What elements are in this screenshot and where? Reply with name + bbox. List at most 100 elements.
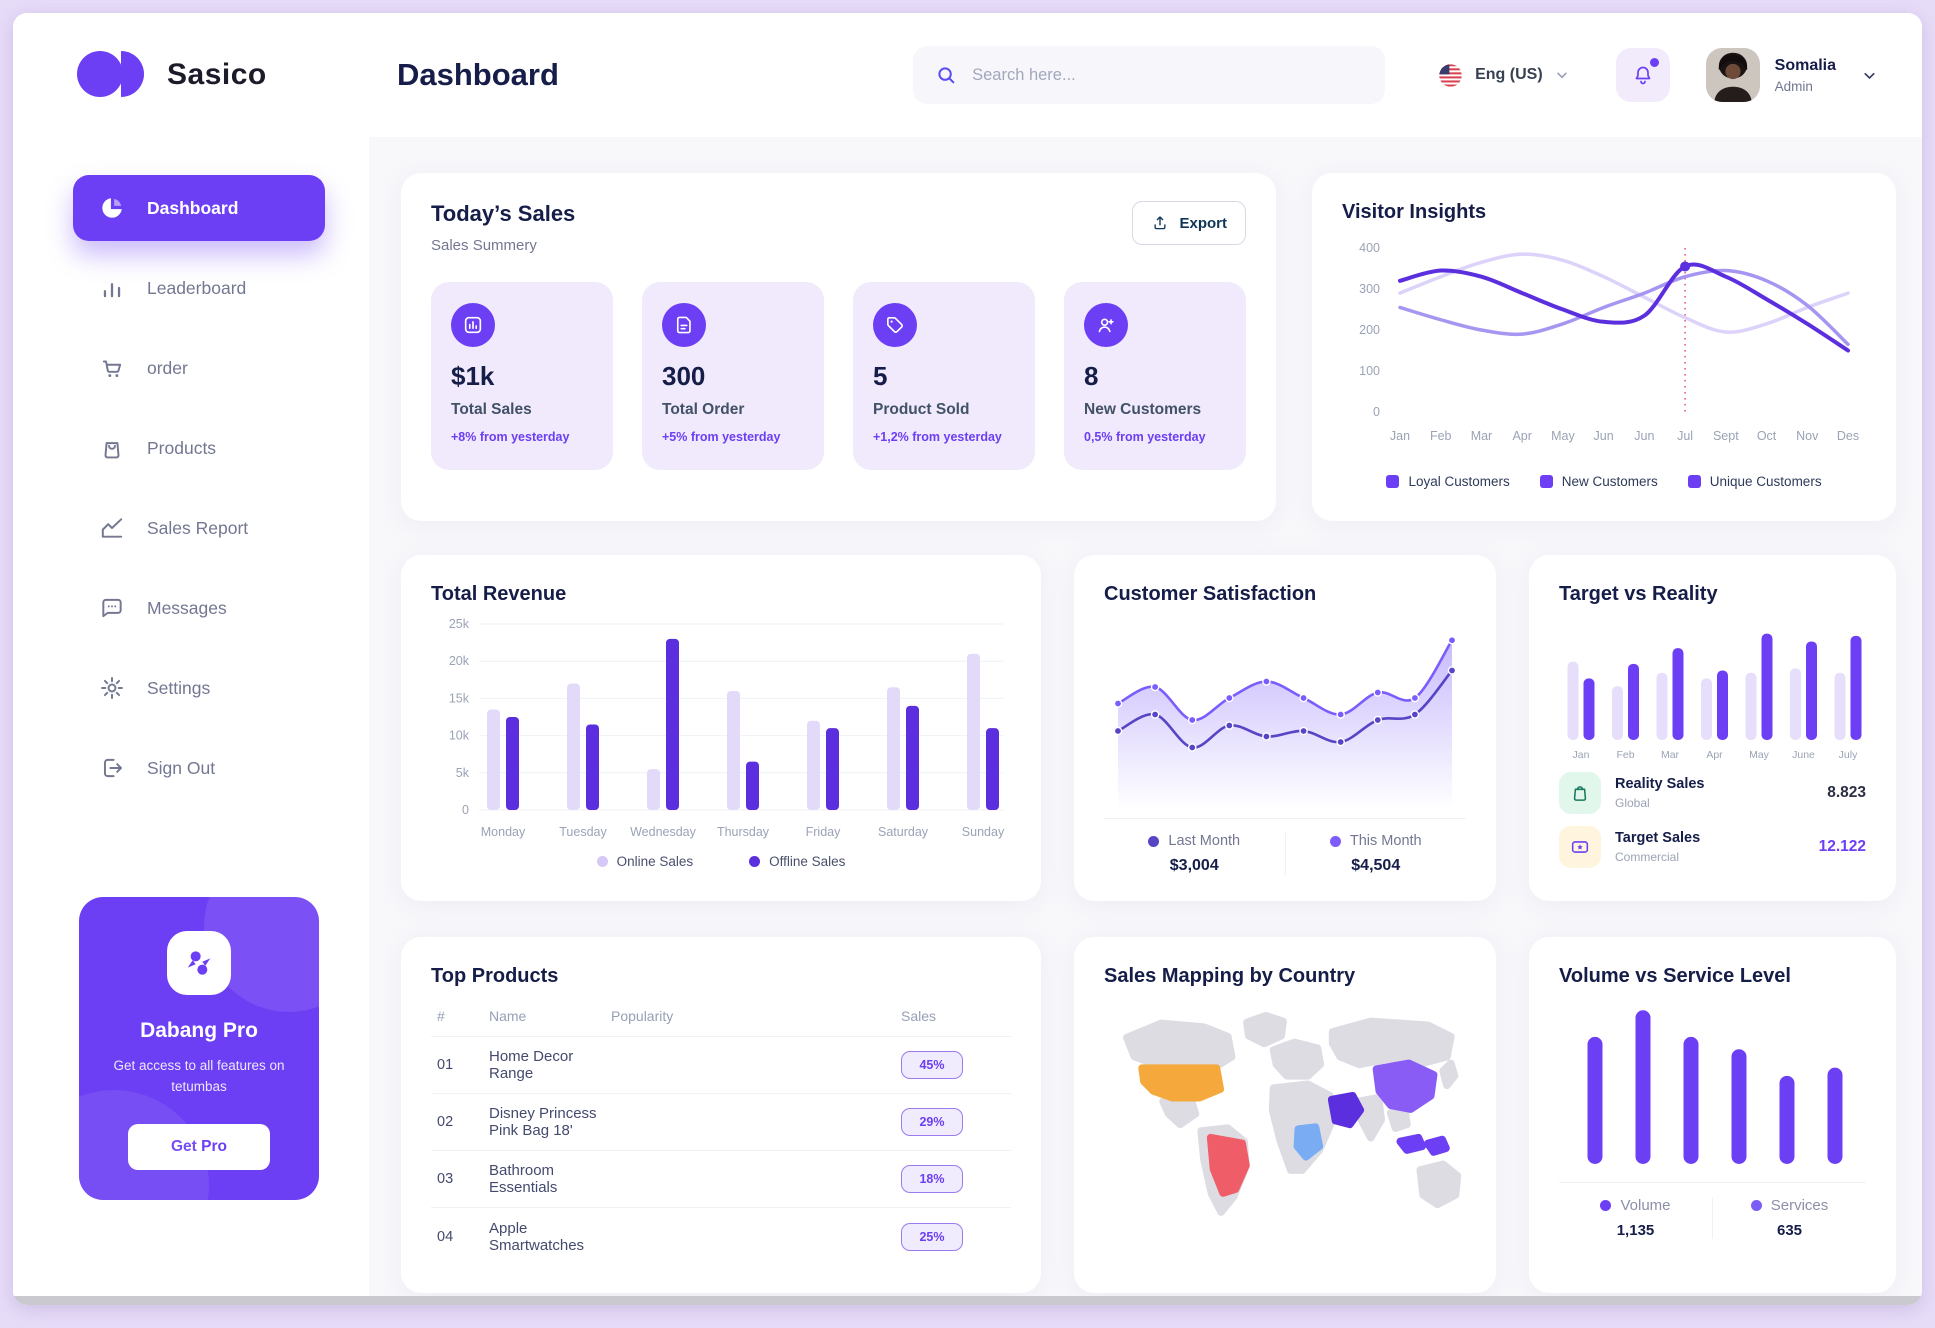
- svg-text:5k: 5k: [456, 766, 470, 780]
- todays-sales-title: Today’s Sales: [431, 201, 576, 226]
- svg-text:Jun: Jun: [1594, 429, 1614, 443]
- bell-icon: [1631, 63, 1655, 87]
- target-sales-value: 12.122: [1818, 838, 1866, 855]
- volume-value: 1,135: [1616, 1222, 1655, 1239]
- product-number: 01: [437, 1057, 454, 1073]
- chevron-down-icon: [1861, 67, 1878, 84]
- line-chart-icon: [99, 515, 125, 541]
- volume-service-legend: Volume 1,135 Services 635: [1559, 1182, 1866, 1239]
- svg-text:Monday: Monday: [481, 825, 526, 839]
- sales-badge: 29%: [901, 1108, 963, 1136]
- sidebar-item-messages[interactable]: Messages: [73, 575, 325, 641]
- sidebar-item-label: Products: [147, 437, 217, 458]
- this-month-value: $4,504: [1351, 857, 1401, 874]
- gear-icon: [99, 675, 125, 701]
- sales-chart-icon: [451, 303, 495, 347]
- profile-menu[interactable]: Somalia Admin: [1705, 48, 1878, 102]
- sidebar-item-order[interactable]: order: [73, 335, 325, 401]
- svg-text:Nov: Nov: [1796, 429, 1819, 443]
- stat-value: 300: [662, 361, 706, 391]
- todays-sales-card: Today’s Sales Sales Summery Export $1k To…: [401, 173, 1276, 521]
- brand: Sasico: [77, 47, 369, 103]
- language-label: Eng (US): [1475, 66, 1543, 83]
- svg-text:Jan: Jan: [1390, 429, 1410, 443]
- avatar: [1705, 48, 1760, 102]
- user-name: Somalia: [1774, 56, 1836, 74]
- target-vs-reality-summary: Reality Sales Global 8.823 Target Sales: [1559, 772, 1866, 868]
- notification-badge: [1649, 58, 1659, 67]
- customer-satisfaction-chart: [1104, 614, 1466, 810]
- customer-satisfaction-legend: Last Month $3,004 This Month $4,504: [1104, 818, 1466, 875]
- world-map: [1104, 1006, 1466, 1237]
- get-pro-button[interactable]: Get Pro: [128, 1123, 270, 1170]
- legend-label: Loyal Customers: [1408, 474, 1510, 489]
- export-button[interactable]: Export: [1132, 201, 1246, 245]
- sidebar-item-leaderboard[interactable]: Leaderboard: [73, 255, 325, 321]
- product-name: Disney Princess Pink Bag 18': [489, 1105, 597, 1139]
- sidebar-item-settings[interactable]: Settings: [73, 655, 325, 721]
- stat-label: Product Sold: [873, 401, 970, 418]
- product-number: 02: [437, 1114, 454, 1130]
- notifications-button[interactable]: [1615, 48, 1670, 102]
- services-value: 635: [1776, 1222, 1803, 1239]
- promo-subtitle: Get access to all features on tetumbas: [113, 1058, 285, 1094]
- legend-this-month: This Month $4,504: [1284, 833, 1467, 875]
- svg-text:Sunday: Sunday: [962, 825, 1005, 839]
- sales-mapping-title: Sales Mapping by Country: [1104, 965, 1356, 987]
- legend-label: New Customers: [1561, 474, 1658, 489]
- svg-text:20k: 20k: [449, 654, 470, 668]
- sidebar-item-sign-out[interactable]: Sign Out: [73, 735, 325, 801]
- sidebar-item-label: Dashboard: [147, 197, 239, 218]
- svg-text:Mar: Mar: [1661, 749, 1680, 761]
- legend-swatch: [1386, 475, 1400, 488]
- stat-card-total-order: 300 Total Order +5% from yesterday: [642, 282, 824, 470]
- svg-text:0: 0: [462, 803, 469, 817]
- search-bar[interactable]: [913, 46, 1386, 104]
- topbar: Sasico Dashboard Eng (US): [13, 13, 1922, 137]
- legend-swatch: [749, 856, 761, 867]
- total-revenue-card: Total Revenue 25k 20k 15k 10k 5k 0 Monday Tuesd…: [401, 555, 1041, 901]
- svg-text:May: May: [1749, 749, 1770, 761]
- target-vs-reality-title: Target vs Reality: [1559, 583, 1718, 605]
- stat-value: 8: [1084, 361, 1099, 391]
- stat-cards: $1k Total Sales +8% from yesterday 300 Total…: [431, 282, 1246, 470]
- svg-text:Mar: Mar: [1471, 429, 1493, 443]
- svg-text:Saturday: Saturday: [878, 825, 929, 839]
- search-icon: [935, 64, 957, 86]
- sidebar-item-dashboard[interactable]: Dashboard: [73, 175, 325, 241]
- svg-text:Jun: Jun: [1634, 429, 1654, 443]
- stat-delta: +1,2% from yesterday: [873, 430, 1002, 444]
- dabang-pro-icon: [167, 931, 231, 995]
- visitor-insights-card: Visitor Insights 400 300 200 100 0 Jan Feb Mar A…: [1312, 173, 1896, 521]
- svg-text:Apr: Apr: [1512, 429, 1531, 443]
- ticket-star-icon: [1559, 826, 1601, 868]
- svg-text:Feb: Feb: [1616, 749, 1634, 761]
- stat-label: Total Order: [662, 401, 745, 418]
- sidebar-item-products[interactable]: Products: [73, 415, 325, 481]
- product-number: 03: [437, 1171, 454, 1187]
- cart-icon: [99, 355, 125, 381]
- us-flag-icon: [1437, 62, 1464, 89]
- svg-text:Wednesday: Wednesday: [630, 825, 697, 839]
- stat-label: New Customers: [1084, 401, 1202, 418]
- svg-text:10k: 10k: [449, 729, 470, 743]
- svg-text:Tuesday: Tuesday: [559, 825, 607, 839]
- stat-label: Total Sales: [451, 401, 532, 418]
- app-window: Sasico Dashboard Eng (US): [13, 13, 1922, 1305]
- last-month-value: $3,004: [1169, 857, 1219, 874]
- table-row: 03 Bathroom Essentials 18%: [431, 1151, 1011, 1208]
- stat-delta: 0,5% from yesterday: [1084, 430, 1206, 444]
- svg-text:July: July: [1839, 749, 1858, 761]
- svg-text:15k: 15k: [449, 691, 470, 705]
- sidebar-item-sales-report[interactable]: Sales Report: [73, 495, 325, 561]
- legend-swatch: [1600, 1200, 1612, 1211]
- language-selector[interactable]: Eng (US): [1437, 62, 1570, 89]
- svg-text:Oct: Oct: [1757, 429, 1777, 443]
- window-edge: [13, 1296, 1922, 1305]
- search-input[interactable]: [972, 65, 1364, 85]
- sasico-logo-icon: [77, 47, 144, 103]
- pie-chart-icon: [99, 195, 125, 221]
- stat-card-total-sales: $1k Total Sales +8% from yesterday: [431, 282, 613, 470]
- sales-badge: 18%: [901, 1165, 963, 1193]
- sidebar-item-label: Sales Report: [147, 517, 249, 538]
